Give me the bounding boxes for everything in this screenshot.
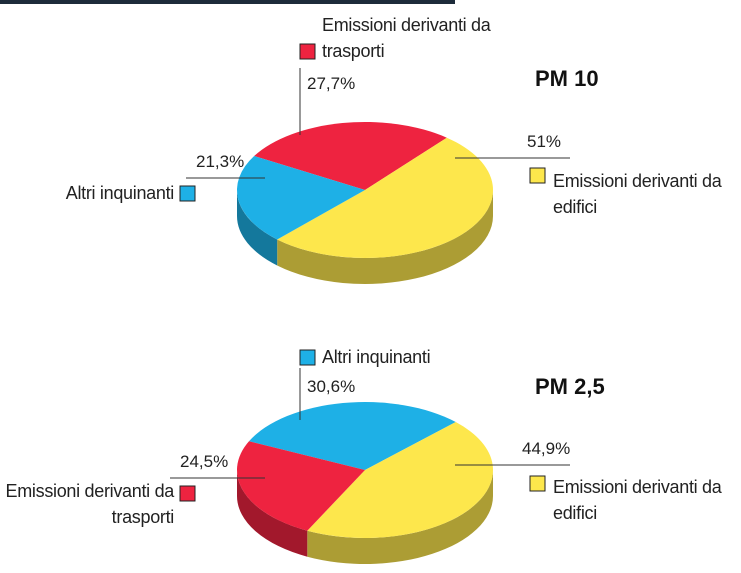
value-label: 30,6%	[307, 377, 356, 396]
legend-swatch	[529, 475, 546, 492]
legend-swatch	[299, 43, 316, 60]
value-label: 44,9%	[522, 439, 571, 458]
legend-label: Altri inquinanti	[65, 183, 175, 203]
pie-slice	[307, 422, 493, 538]
legend-swatch	[299, 349, 316, 366]
pie-side	[237, 470, 308, 557]
pie-slice	[254, 121, 447, 190]
pie-slice	[248, 402, 456, 470]
value-label: 21,3%	[196, 152, 245, 171]
chart-title: PM 10	[535, 66, 599, 91]
pie-slice	[237, 441, 365, 531]
value-label: 27,7%	[307, 74, 356, 93]
legend-swatch	[529, 167, 546, 184]
legend-label: Emissioni derivanti da trasporti	[322, 15, 491, 61]
pie-slice	[237, 156, 365, 240]
chart-title: PM 2,5	[535, 374, 605, 399]
legend-swatch	[179, 185, 196, 202]
legend-label: Altri inquinanti	[322, 347, 431, 367]
legend-swatch	[179, 485, 196, 502]
legend-label: Emissioni derivanti da edifici	[553, 477, 722, 523]
legend-label: Emissioni derivanti da trasporti	[5, 481, 175, 527]
pie-slice	[277, 137, 494, 259]
value-label: 51%	[527, 132, 562, 151]
legend-label: Emissioni derivanti da edifici	[553, 171, 722, 217]
pie-side	[237, 190, 278, 266]
header-strip	[0, 0, 455, 4]
pie-side	[277, 190, 493, 284]
value-label: 24,5%	[180, 452, 229, 471]
pie-side	[307, 470, 493, 564]
